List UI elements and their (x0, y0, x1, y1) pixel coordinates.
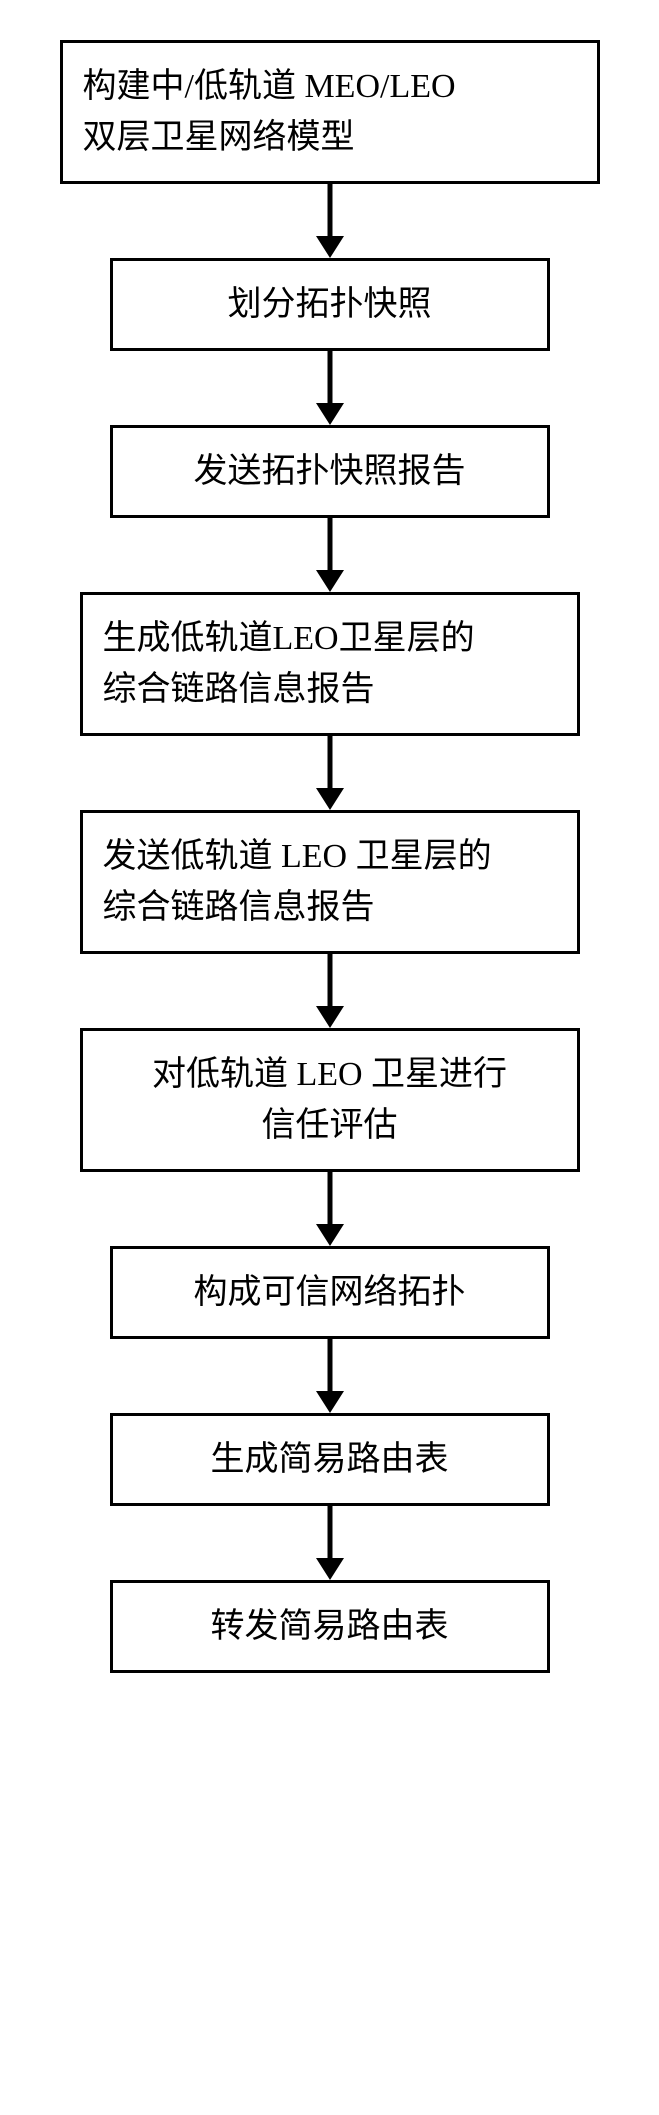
step-label: 构成可信网络拓扑 (194, 1274, 466, 1311)
flow-step-7: 构成可信网络拓扑 (110, 1246, 550, 1339)
step-label: 对低轨道 LEO 卫星进行信任评估 (152, 1056, 507, 1144)
arrow-1-2 (30, 184, 629, 258)
step-label: 构建中/低轨道 MEO/LEO双层卫星网络模型 (83, 68, 456, 156)
arrow-7-8 (30, 1339, 629, 1413)
flow-step-6: 对低轨道 LEO 卫星进行信任评估 (80, 1028, 580, 1172)
step-label: 划分拓扑快照 (228, 286, 432, 323)
step-label: 生成低轨道LEO卫星层的综合链路信息报告 (103, 620, 475, 708)
arrow-8-9 (30, 1506, 629, 1580)
arrow-6-7 (30, 1172, 629, 1246)
flow-step-1: 构建中/低轨道 MEO/LEO双层卫星网络模型 (60, 40, 600, 184)
step-label: 生成简易路由表 (211, 1441, 449, 1478)
arrow-4-5 (30, 736, 629, 810)
flow-step-8: 生成简易路由表 (110, 1413, 550, 1506)
flow-step-4: 生成低轨道LEO卫星层的综合链路信息报告 (80, 592, 580, 736)
flow-step-2: 划分拓扑快照 (110, 258, 550, 351)
flow-step-3: 发送拓扑快照报告 (110, 425, 550, 518)
arrow-5-6 (30, 954, 629, 1028)
flowchart-container: 构建中/低轨道 MEO/LEO双层卫星网络模型 划分拓扑快照 发送拓扑快照报告 … (30, 40, 629, 1673)
step-label: 转发简易路由表 (211, 1608, 449, 1645)
flow-step-5: 发送低轨道 LEO 卫星层的综合链路信息报告 (80, 810, 580, 954)
flow-step-9: 转发简易路由表 (110, 1580, 550, 1673)
arrow-3-4 (30, 518, 629, 592)
step-label: 发送拓扑快照报告 (194, 453, 466, 490)
step-label: 发送低轨道 LEO 卫星层的综合链路信息报告 (103, 838, 492, 926)
arrow-2-3 (30, 351, 629, 425)
